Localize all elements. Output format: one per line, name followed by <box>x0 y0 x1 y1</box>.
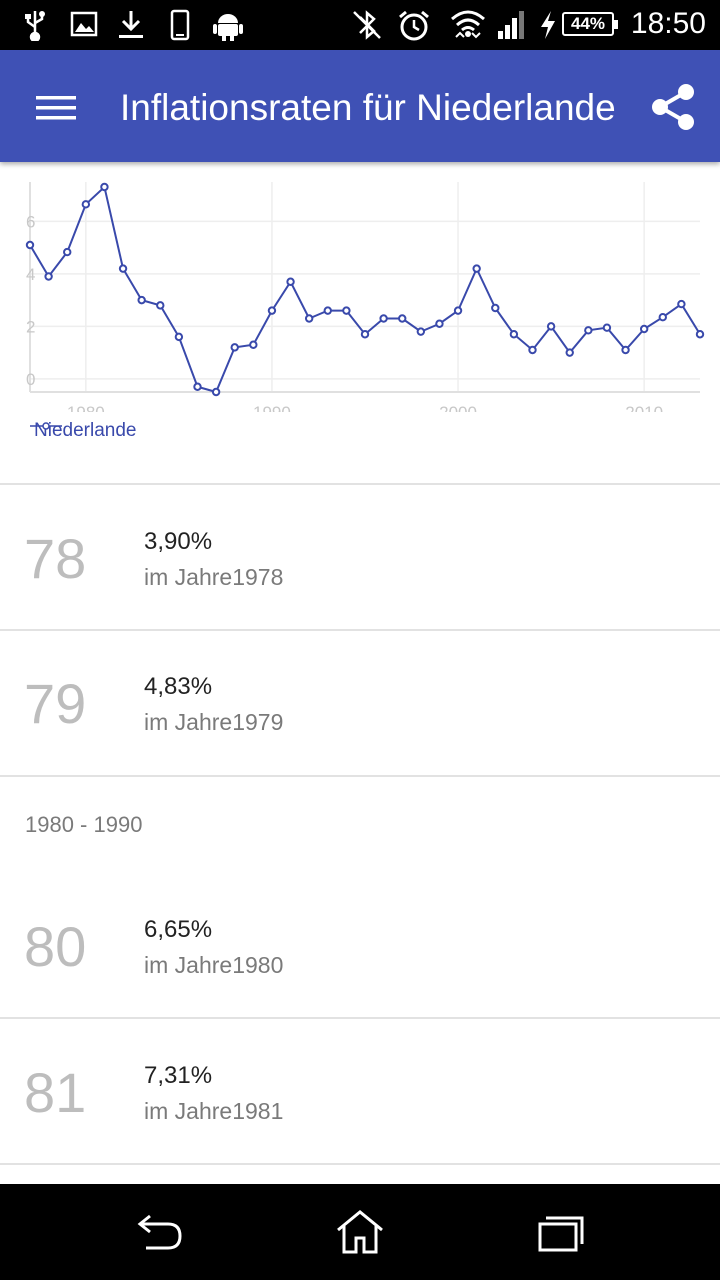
row-value: 4,83% <box>144 673 213 700</box>
data-point <box>156 301 165 310</box>
data-point <box>528 345 537 355</box>
row-year: im Jahre1980 <box>144 952 284 978</box>
home-icon[interactable] <box>334 1208 386 1256</box>
back-icon[interactable] <box>134 1208 186 1256</box>
data-point <box>695 330 705 339</box>
data-point <box>25 240 35 250</box>
row-value: 3,90% <box>144 528 213 555</box>
data-point <box>565 348 574 357</box>
image-icon <box>70 11 98 37</box>
series-line <box>29 185 701 394</box>
list-item[interactable]: 80 6,65% im Jahre1980 <box>0 874 720 1018</box>
data-point <box>230 343 239 352</box>
data-point <box>509 330 519 339</box>
data-point <box>100 182 109 192</box>
list-item[interactable]: 81 7,31% im Jahre1981 <box>0 1020 720 1164</box>
download-icon <box>119 11 143 38</box>
row-number: 80 <box>24 915 87 978</box>
data-point <box>81 200 91 209</box>
navigation-bar <box>0 1184 720 1280</box>
wifi-icon <box>451 10 485 39</box>
page-title: Inflationsraten für Niederlande <box>120 87 616 128</box>
data-point <box>304 314 314 323</box>
data-point <box>677 299 686 309</box>
battery-indicator: 44% <box>562 12 618 36</box>
chart-plot: 0 2 4 6 1980 1990 2000 2010 <box>25 182 705 412</box>
app-bar <box>0 50 720 162</box>
data-point <box>193 382 202 391</box>
y-tick-label: 2 <box>26 317 35 336</box>
list-item[interactable]: 78 3,90% im Jahre1978 <box>0 486 720 630</box>
divider <box>0 483 720 485</box>
data-point <box>546 322 556 331</box>
data-point <box>286 277 295 286</box>
chart-legend: Niederlande <box>30 420 136 442</box>
data-point <box>118 264 128 273</box>
signal-icon <box>498 11 524 39</box>
divider <box>0 775 720 777</box>
data-point <box>360 330 370 339</box>
data-point <box>584 326 593 335</box>
data-point <box>267 306 277 315</box>
data-point <box>323 306 332 315</box>
x-tick-label: 2010 <box>625 403 663 412</box>
row-number: 79 <box>24 672 87 735</box>
row-value: 7,31% <box>144 1062 213 1089</box>
status-time: 18:50 <box>630 7 706 40</box>
row-value: 6,65% <box>144 916 213 943</box>
data-point <box>211 387 221 397</box>
data-point <box>491 303 500 313</box>
share-icon[interactable] <box>648 82 698 132</box>
y-tick-label: 0 <box>26 370 35 389</box>
data-point <box>63 247 72 257</box>
x-tick-label: 1990 <box>253 403 291 412</box>
y-tick-label: 4 <box>26 265 35 284</box>
x-tick-label: 1980 <box>67 403 105 412</box>
bluetooth-off-icon <box>353 10 381 40</box>
data-point <box>249 340 258 349</box>
section-header: 1980 - 1990 <box>25 812 143 837</box>
row-number: 81 <box>24 1061 87 1124</box>
data-point <box>137 295 146 305</box>
x-tick-label: 2000 <box>439 403 477 412</box>
data-point <box>621 345 630 355</box>
divider <box>0 629 720 631</box>
data-point <box>416 327 426 336</box>
alarm-icon <box>399 10 429 41</box>
row-year: im Jahre1981 <box>144 1098 284 1124</box>
divider <box>0 1163 720 1165</box>
menu-icon[interactable] <box>36 96 78 120</box>
status-bar: 44% 18:50 <box>0 0 720 50</box>
row-number: 78 <box>24 527 87 590</box>
data-point <box>44 272 53 281</box>
data-point <box>639 324 649 334</box>
data-point <box>342 306 351 315</box>
recent-apps-icon[interactable] <box>534 1208 586 1256</box>
legend-line-marker <box>30 422 62 430</box>
data-point <box>602 323 612 332</box>
data-point <box>453 306 463 315</box>
phone-icon <box>170 9 190 41</box>
list-item[interactable]: 79 4,83% im Jahre1979 <box>0 631 720 775</box>
charging-icon <box>541 11 555 39</box>
data-point <box>658 312 667 322</box>
row-year: im Jahre1979 <box>144 709 284 735</box>
inflation-chart: 0 2 4 6 1980 1990 2000 2010 Niederlande <box>0 162 720 484</box>
data-point <box>398 314 407 323</box>
row-year: im Jahre1978 <box>144 564 284 590</box>
data-point <box>435 319 444 328</box>
data-point <box>379 314 388 323</box>
data-point <box>472 264 481 273</box>
usb-icon <box>25 11 45 41</box>
divider <box>0 1017 720 1019</box>
data-point <box>174 332 184 342</box>
y-tick-label: 6 <box>26 212 35 231</box>
android-icon <box>213 14 243 41</box>
